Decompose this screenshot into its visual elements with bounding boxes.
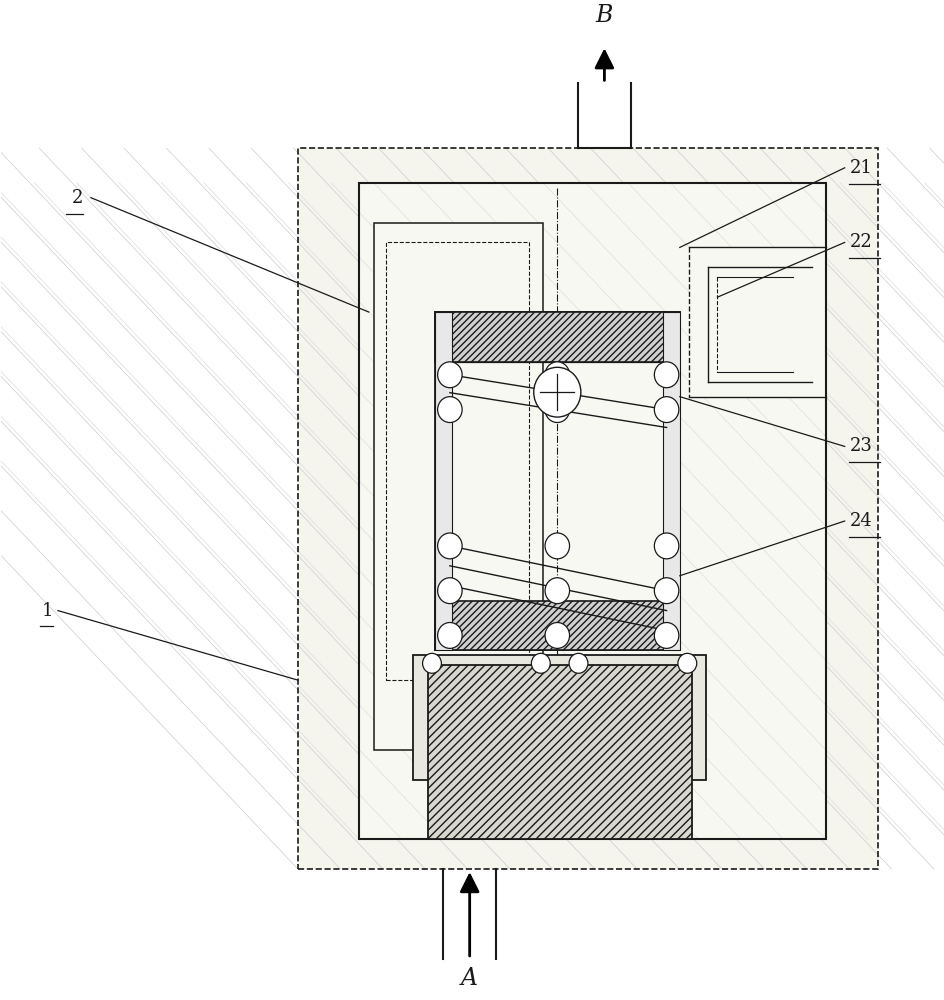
- Circle shape: [437, 362, 462, 388]
- Text: 21: 21: [849, 159, 871, 177]
- Circle shape: [545, 397, 569, 423]
- Bar: [434, 312, 679, 650]
- Circle shape: [422, 653, 441, 673]
- Bar: [359, 183, 825, 839]
- Circle shape: [677, 653, 696, 673]
- Circle shape: [545, 533, 569, 559]
- Bar: [434, 312, 679, 362]
- Bar: [434, 312, 679, 650]
- Circle shape: [653, 533, 678, 559]
- Text: A: A: [461, 967, 478, 990]
- Bar: [662, 312, 679, 650]
- Text: 22: 22: [849, 233, 871, 251]
- Text: 2: 2: [72, 189, 83, 207]
- Text: 1: 1: [42, 602, 53, 620]
- Bar: [434, 601, 679, 650]
- Bar: [413, 655, 705, 780]
- Circle shape: [568, 653, 587, 673]
- Bar: [434, 312, 451, 650]
- Bar: [449, 362, 666, 601]
- Circle shape: [437, 623, 462, 648]
- Text: 23: 23: [849, 437, 871, 455]
- Circle shape: [437, 397, 462, 423]
- Bar: [385, 242, 529, 680]
- Circle shape: [653, 578, 678, 604]
- Circle shape: [545, 578, 569, 604]
- Bar: [373, 223, 543, 750]
- Circle shape: [653, 623, 678, 648]
- Circle shape: [653, 362, 678, 388]
- Circle shape: [545, 623, 569, 648]
- Bar: [688, 247, 825, 397]
- Bar: [428, 665, 691, 839]
- Circle shape: [437, 578, 462, 604]
- Circle shape: [437, 533, 462, 559]
- Bar: [298, 148, 877, 869]
- Text: B: B: [595, 4, 613, 27]
- Text: 24: 24: [849, 512, 871, 530]
- Circle shape: [533, 367, 581, 417]
- Circle shape: [531, 653, 549, 673]
- Bar: [373, 223, 543, 750]
- Circle shape: [653, 397, 678, 423]
- Circle shape: [545, 362, 569, 388]
- Bar: [298, 148, 877, 869]
- Bar: [359, 183, 825, 839]
